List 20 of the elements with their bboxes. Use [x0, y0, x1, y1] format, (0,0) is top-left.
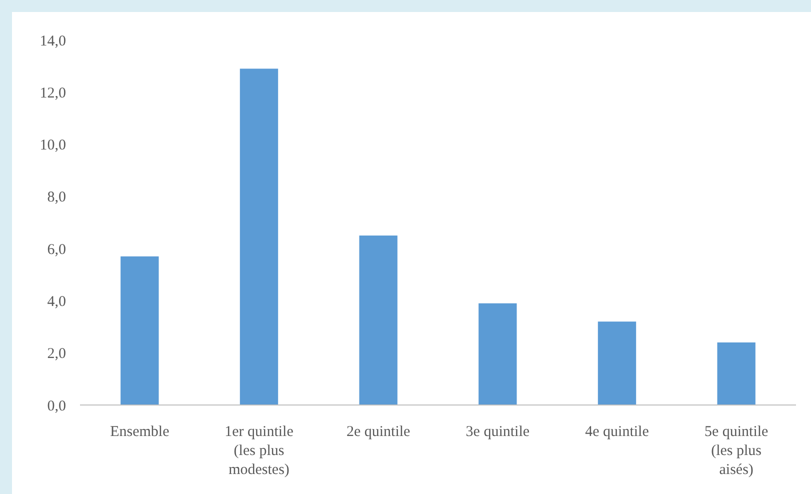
y-tick-label: 6,0 [47, 242, 66, 258]
bar [598, 322, 636, 405]
x-tick-label: 1er quintile (les plus modestes) [224, 424, 294, 478]
x-tick-label: 3e quintile [466, 424, 530, 440]
y-tick-label: 2,0 [47, 346, 66, 362]
bar [359, 236, 398, 405]
x-tick-label: 2e quintile [346, 424, 411, 440]
bar [717, 342, 756, 405]
x-tick-label: 5e quintile (les plus aisés) [704, 424, 769, 478]
x-tick-label: 4e quintile [585, 424, 650, 440]
y-tick-label: 8,0 [47, 190, 66, 206]
y-tick-label: 4,0 [47, 294, 66, 310]
bar [240, 68, 278, 405]
y-tick-label: 14,0 [40, 33, 66, 50]
y-tick-label: 0,0 [47, 398, 66, 414]
y-tick-label: 10,0 [40, 138, 66, 154]
x-tick-label: Ensemble [110, 424, 170, 440]
y-tick-label: 12,0 [40, 85, 66, 102]
bar [478, 303, 517, 405]
bar [120, 256, 159, 405]
